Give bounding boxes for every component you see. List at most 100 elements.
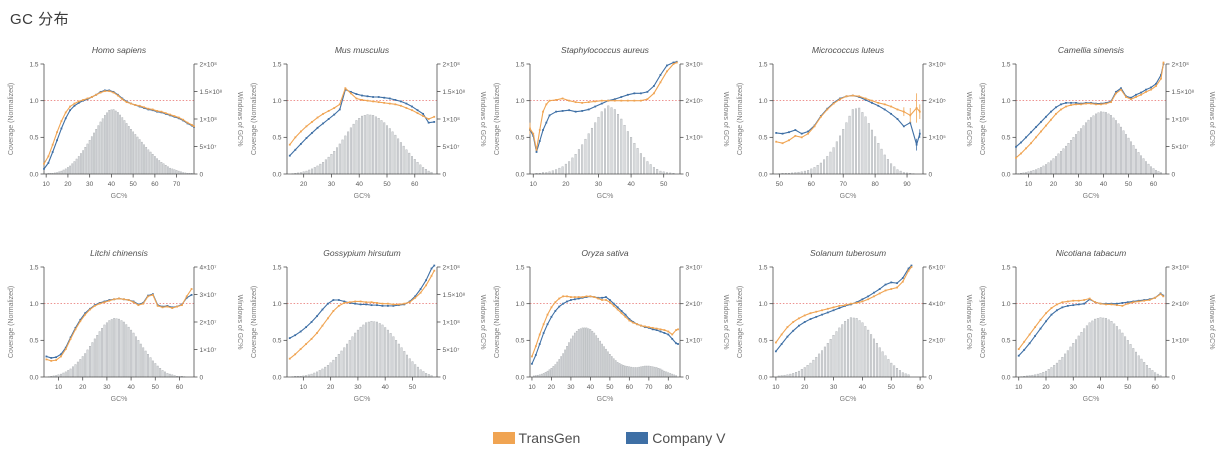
svg-text:50: 50 — [606, 384, 614, 391]
transgen-series — [45, 288, 193, 362]
svg-text:50: 50 — [1125, 181, 1133, 188]
svg-text:1.5×10⁸: 1.5×10⁸ — [443, 89, 466, 96]
subplot-camellia-sinensis: Camellia sinensis 0.0 0.5 1.0 1.5 0 5×10⁷ 1×10⁸… — [980, 45, 1215, 200]
y-axis-left-label: Coverage (Normalized) — [251, 286, 258, 358]
x-axis: 10 20 30 40 50 60 — [55, 377, 184, 391]
svg-text:0: 0 — [200, 374, 204, 381]
svg-text:60: 60 — [1150, 181, 1158, 188]
svg-text:2×10⁸: 2×10⁸ — [443, 61, 461, 68]
plot-title: Gossypium hirsutum — [323, 248, 400, 258]
y-axis-right: 0 1×10⁵ 2×10⁵ 3×10⁵ — [680, 61, 703, 178]
y-axis-left-label: Coverage (Normalized) — [494, 286, 501, 358]
plot-title: Micrococcus luteus — [812, 45, 885, 55]
plot-title: Homo sapiens — [92, 45, 147, 55]
chart-staphylococcus-aureus: Staphylococcus aureus 0.0 0.5 1.0 1.5 0 1×10⁵ 2… — [490, 40, 733, 217]
svg-text:0.0: 0.0 — [1001, 374, 1010, 381]
svg-text:20: 20 — [79, 384, 87, 391]
svg-text:10: 10 — [772, 384, 780, 391]
svg-text:20: 20 — [1050, 181, 1058, 188]
svg-text:0: 0 — [1172, 374, 1176, 381]
svg-text:1.5: 1.5 — [29, 264, 38, 271]
y-axis-right: 0 1×10⁷ 2×10⁷ 3×10⁷ 4×10⁷ — [194, 264, 217, 381]
svg-text:0.5: 0.5 — [1001, 135, 1010, 142]
svg-text:1.0: 1.0 — [515, 98, 524, 105]
svg-text:3×10⁷: 3×10⁷ — [686, 264, 704, 271]
y-axis-left: 0.0 0.5 1.0 1.5 — [1001, 264, 1016, 381]
svg-text:0.5: 0.5 — [758, 338, 767, 345]
svg-text:20: 20 — [548, 384, 556, 391]
transgen-series — [288, 87, 436, 146]
axes — [772, 64, 924, 175]
svg-text:60: 60 — [176, 384, 184, 391]
y-axis-right-label: Windows of GC% — [1208, 92, 1215, 147]
svg-text:3×10⁵: 3×10⁵ — [929, 61, 947, 68]
histogram-bars — [535, 105, 675, 175]
svg-text:0.5: 0.5 — [272, 135, 281, 142]
x-axis: 10 20 30 40 50 60 70 80 — [528, 377, 672, 391]
plot-title: Nicotiana tabacum — [1056, 248, 1126, 258]
svg-text:1×10⁵: 1×10⁵ — [929, 135, 947, 142]
svg-text:1.0: 1.0 — [272, 98, 281, 105]
svg-text:60: 60 — [808, 181, 816, 188]
y-axis-left-label: Coverage (Normalized) — [980, 286, 987, 358]
svg-text:60: 60 — [151, 181, 159, 188]
svg-text:0.0: 0.0 — [1001, 171, 1010, 178]
y-axis-left-label: Coverage (Normalized) — [494, 83, 501, 155]
svg-text:0.5: 0.5 — [1001, 338, 1010, 345]
x-axis-label: GC% — [597, 193, 614, 200]
x-axis: 10 20 30 40 50 — [300, 377, 417, 391]
svg-text:1.0: 1.0 — [1001, 98, 1010, 105]
svg-text:0.0: 0.0 — [758, 374, 767, 381]
y-axis-left: 0.0 0.5 1.0 1.5 — [758, 264, 773, 381]
companyv-series — [774, 264, 913, 353]
y-axis-left: 0.0 0.5 1.0 1.5 — [1001, 61, 1016, 178]
svg-text:3×10⁷: 3×10⁷ — [200, 292, 218, 299]
svg-text:50: 50 — [130, 181, 138, 188]
svg-text:70: 70 — [840, 181, 848, 188]
y-axis-left: 0.0 0.5 1.0 1.5 — [515, 264, 530, 381]
subplot-nicotiana-tabacum: Nicotiana tabacum 0.0 0.5 1.0 1.5 0 1×10⁸ 2×10⁸… — [980, 248, 1215, 403]
histogram-bars — [533, 327, 677, 378]
svg-text:1.0: 1.0 — [272, 301, 281, 308]
svg-text:50: 50 — [409, 384, 417, 391]
svg-text:5×10⁷: 5×10⁷ — [200, 144, 218, 151]
svg-text:0.0: 0.0 — [29, 171, 38, 178]
svg-text:0: 0 — [443, 374, 447, 381]
y-axis-left-label: Coverage (Normalized) — [8, 83, 15, 155]
y-axis-right: 0 5×10⁷ 1×10⁸ 1.5×10⁸ 2×10⁸ — [1166, 61, 1195, 178]
svg-text:3×10⁸: 3×10⁸ — [1172, 264, 1190, 271]
transgen-series — [43, 90, 195, 165]
svg-text:10: 10 — [1025, 181, 1033, 188]
x-axis-label: GC% — [111, 193, 128, 200]
plot-title: Mus musculus — [335, 45, 390, 55]
svg-text:50: 50 — [1124, 384, 1132, 391]
histogram-bars — [291, 321, 433, 378]
svg-text:0: 0 — [200, 171, 204, 178]
svg-text:1×10⁸: 1×10⁸ — [200, 116, 218, 123]
subplot-oryza-sativa: Oryza sativa 0.0 0.5 1.0 1.5 0 1×10⁷ 2×10⁷ 3×10⁷… — [494, 248, 729, 403]
svg-text:40: 40 — [1100, 181, 1108, 188]
svg-text:20: 20 — [1042, 384, 1050, 391]
x-axis: 10 20 30 40 50 60 — [1015, 377, 1159, 391]
svg-text:30: 30 — [328, 181, 336, 188]
svg-text:5×10⁷: 5×10⁷ — [443, 347, 461, 354]
y-axis-left-label: Coverage (Normalized) — [8, 286, 15, 358]
subplot-homo-sapiens: Homo sapiens 0.0 0.5 1.0 1.5 0 5×10⁷ 1×10⁸ 1.5×1… — [8, 45, 243, 200]
svg-text:1.0: 1.0 — [29, 301, 38, 308]
svg-text:10: 10 — [55, 384, 63, 391]
axes — [529, 64, 681, 175]
svg-text:1.5: 1.5 — [29, 61, 38, 68]
svg-text:30: 30 — [86, 181, 94, 188]
svg-text:50: 50 — [660, 181, 668, 188]
y-axis-right-label: Windows of GC% — [965, 295, 972, 350]
svg-text:1.5: 1.5 — [1001, 264, 1010, 271]
svg-text:6×10⁷: 6×10⁷ — [929, 264, 947, 271]
svg-text:0.5: 0.5 — [272, 338, 281, 345]
svg-text:30: 30 — [1075, 181, 1083, 188]
x-axis-label: GC% — [354, 396, 371, 403]
svg-text:60: 60 — [1151, 384, 1159, 391]
transgen-series — [529, 61, 678, 151]
svg-text:1.5: 1.5 — [515, 264, 524, 271]
y-axis-left-label: Coverage (Normalized) — [980, 83, 987, 155]
